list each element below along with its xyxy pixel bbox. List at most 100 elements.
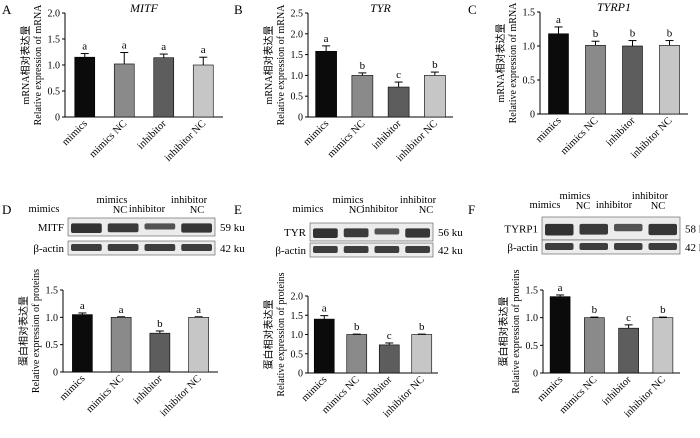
y-tick-label: 1.5 [46, 286, 59, 297]
blot-lane-label-nc: NC [651, 201, 666, 212]
significance-label: a [558, 282, 563, 294]
y-axis-label-cn: 蛋白相对表达量 [262, 300, 275, 370]
y-axis-label-en: Relative expression of mRNA [33, 4, 44, 126]
significance-label: a [322, 303, 327, 315]
bar [411, 334, 433, 374]
blot-lane-label: inhibitor [596, 200, 633, 211]
y-axis-label-cn: mRNA相对表达量 [19, 26, 32, 105]
blot-lane-label: inhibitor [171, 195, 208, 206]
bar [153, 57, 175, 118]
blot-actin-label: β-actin [275, 245, 306, 257]
blot-band-actin [71, 244, 102, 251]
y-axis-label-cn: mRNA相对表达量 [494, 24, 507, 103]
bar [192, 64, 214, 118]
x-tick-label: mimics NC [326, 118, 368, 160]
blot-band-actin [405, 246, 430, 253]
chart-title: TYRP1 [597, 0, 631, 14]
western-blot: mimicsmimicsNCinhibitorinhibitorNCTYRβ-a… [275, 195, 463, 258]
blot-lane-label: mimics [560, 191, 591, 202]
blot-lane-label: mimics [97, 195, 128, 206]
panel-b: B TYR 0 0.5 1.0 1.5 2.0 2.5 mRNA相对表达量 Relative ex… [234, 1, 453, 164]
x-tick-label: mimics [60, 118, 90, 148]
x-tick-label: mimics NC [88, 118, 130, 160]
significance-label: a [80, 300, 85, 312]
y-tick-label: 1.5 [291, 311, 304, 322]
y-tick-label: 1.0 [291, 71, 304, 82]
bar [74, 56, 96, 118]
y-tick-label: 1.5 [291, 50, 304, 61]
bar [378, 344, 400, 374]
significance-label: b [593, 28, 599, 40]
panel-c: C TYRP1 0 0.5 1.0 1.5 mRNA相对表达量 Relative expres… [468, 0, 688, 161]
y-tick-label: 0.5 [523, 76, 536, 87]
y-tick-label: 0 [55, 113, 60, 124]
blot-actin-strip [541, 239, 681, 255]
y-axis-label-cn: 蛋白相对表达量 [497, 297, 510, 367]
y-tick-label: 1.0 [291, 330, 304, 341]
y-tick-label: 0 [533, 369, 538, 380]
panel-a: A MITF 0 0.5 1.0 1.5 2.0 mRNA相对表达量 Relative expr… [2, 1, 223, 164]
blot-target-size: 58 ku [685, 224, 700, 236]
x-tick-label: inhibitor [600, 374, 634, 408]
y-axis-label-en: Relative expression of mRNA [508, 2, 519, 124]
blot-band [313, 228, 338, 238]
significance-label: a [556, 14, 561, 26]
panel-letter: A [2, 2, 12, 17]
blot-actin-strip [67, 240, 216, 256]
panel-letter: F [468, 202, 475, 217]
y-tick-label: 1.5 [523, 8, 536, 19]
y-tick-label: 0 [298, 369, 303, 380]
y-axis-label-cn: 蛋白相对表达量 [17, 296, 30, 366]
x-tick-label: mimics [302, 118, 332, 148]
y-tick-label: 1.0 [46, 313, 59, 324]
blot-lane-label: mimics [29, 204, 60, 215]
y-tick-label: 0 [53, 368, 58, 379]
blot-lane-label: mimics [333, 195, 364, 206]
blot-target-label: TYRP1 [504, 224, 538, 236]
x-tick-label: inhibitor [370, 118, 404, 152]
blot-target-strip [309, 222, 434, 242]
bar [113, 63, 135, 118]
blot-lane-label-nc: NC [349, 205, 364, 216]
blot-lane-label: inhibitor [362, 204, 399, 215]
significance-label: c [626, 312, 631, 324]
y-tick-label: 1.0 [526, 313, 539, 324]
blot-band-actin [107, 244, 139, 251]
blot-actin-size: 42 ku [685, 242, 700, 254]
significance-label: b [354, 321, 360, 333]
significance-label: b [432, 59, 438, 71]
blot-band [545, 223, 574, 236]
panel-letter: C [468, 2, 477, 17]
bar [622, 45, 643, 115]
x-tick-label: inhibitor NC [158, 373, 204, 419]
x-tick-label: inhibitor NC [163, 118, 209, 164]
y-tick-label: 2.5 [291, 9, 304, 20]
y-axis-label-en: Relative expression of proteins [511, 269, 522, 393]
blot-target-strip [67, 217, 216, 237]
blot-band-actin [313, 246, 338, 253]
panel-d: D 0 0.5 1.0 1.5 蛋白相对表达量 Relative expression of… [2, 195, 245, 419]
y-tick-label: 0.5 [526, 341, 539, 352]
bar [618, 327, 639, 374]
x-tick-label: mimics [536, 374, 566, 404]
blot-band-actin [545, 243, 574, 250]
y-tick-label: 0.5 [46, 340, 59, 351]
panel-letter: E [234, 202, 242, 217]
significance-label: b [360, 60, 366, 72]
blot-band [405, 228, 430, 238]
blot-lane-label-nc: NC [113, 205, 128, 216]
blot-actin-size: 42 ku [438, 245, 463, 257]
y-tick-label: 2.0 [291, 292, 304, 303]
blot-target-label: TYR [284, 227, 307, 239]
blot-actin-label: β-actin [33, 243, 64, 255]
significance-label: c [387, 330, 392, 342]
blot-lane-label: inhibitor [632, 191, 669, 202]
blot-band [144, 223, 176, 230]
x-tick-label: mimics [534, 115, 564, 145]
bar [585, 45, 606, 115]
blot-lane-label: mimics [530, 200, 561, 211]
significance-label: a [201, 44, 206, 56]
significance-label: a [196, 304, 201, 316]
